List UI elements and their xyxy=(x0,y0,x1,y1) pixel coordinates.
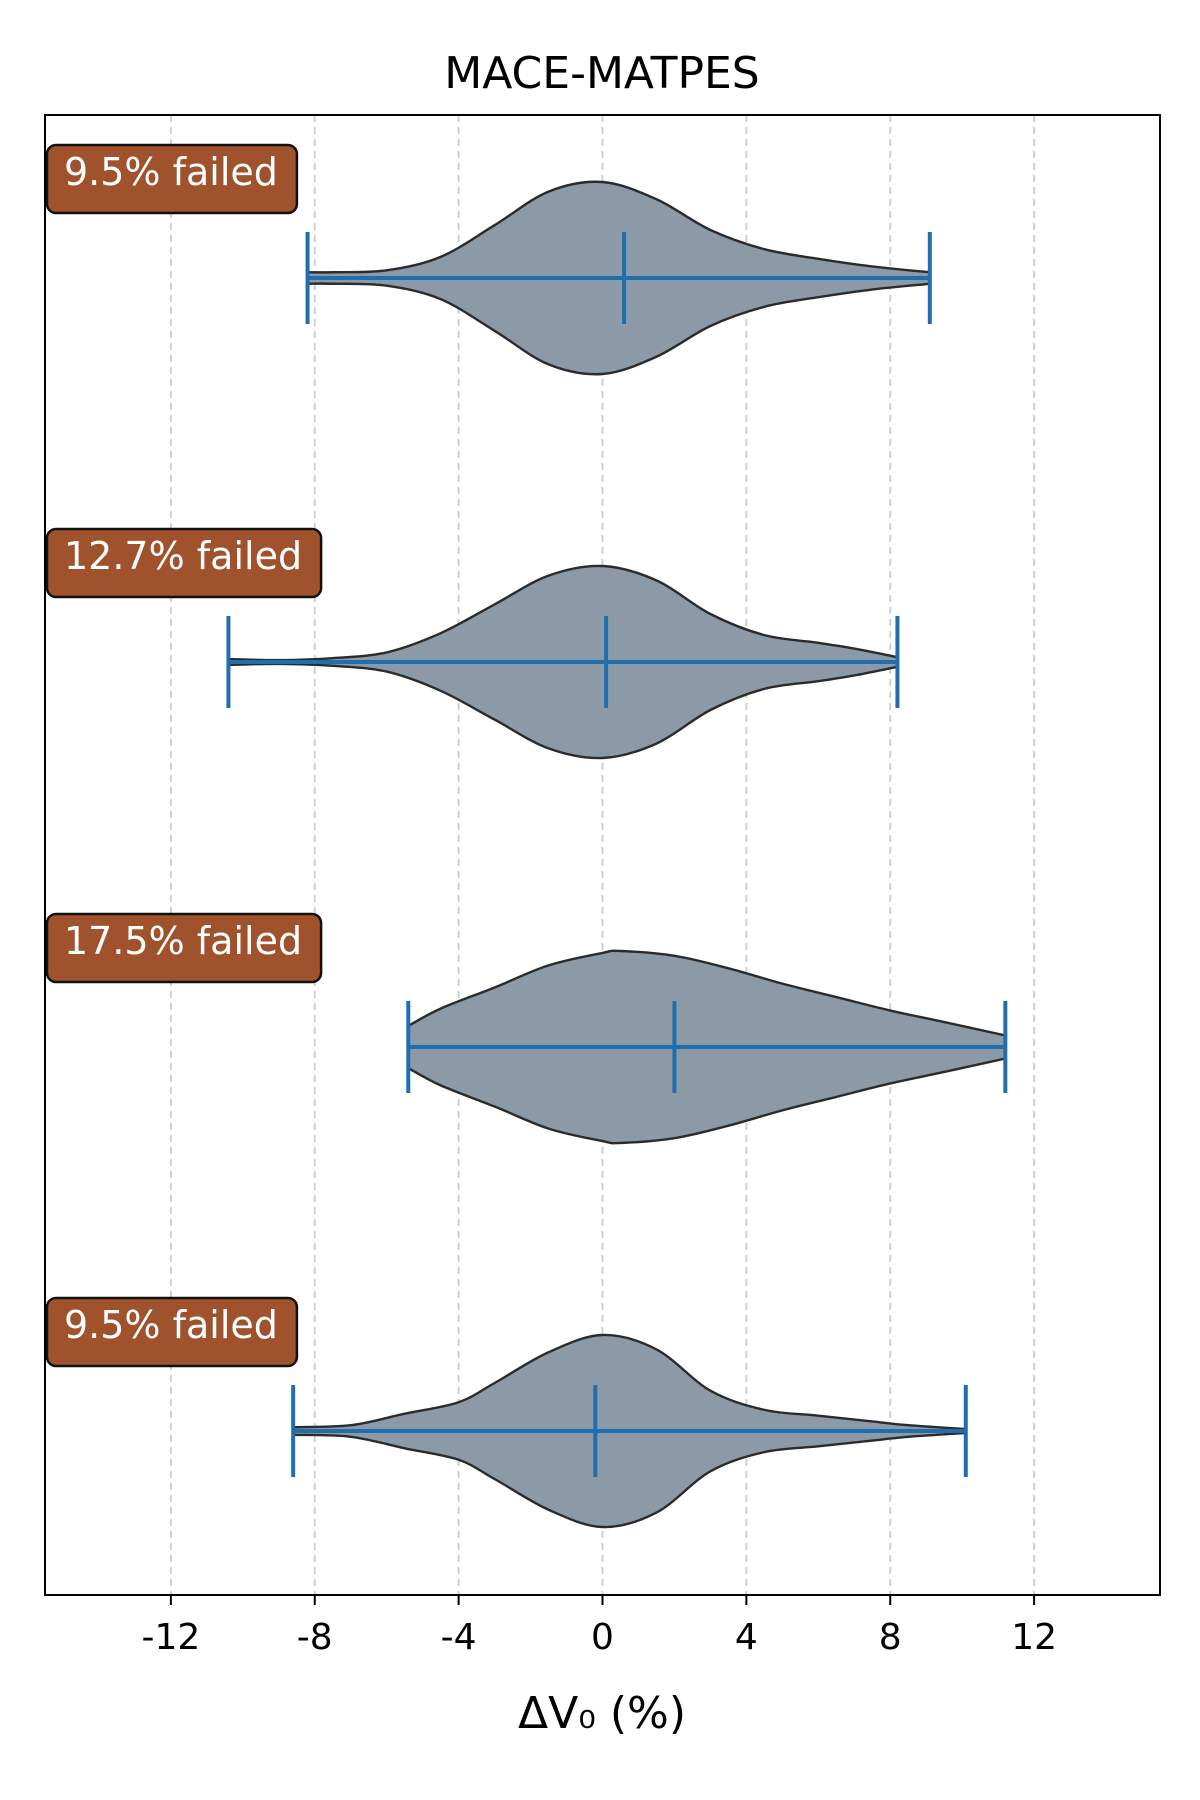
x-tick-label: -12 xyxy=(141,1617,200,1658)
failed-badge: 17.5% failed xyxy=(45,912,323,984)
x-axis-label: ΔV₀ (%) xyxy=(518,1688,686,1739)
violin-layer xyxy=(226,180,1008,1529)
failed-badge-box xyxy=(45,143,299,215)
x-tick-label: 4 xyxy=(735,1617,758,1658)
failed-badge-text: 17.5% failed xyxy=(64,919,302,963)
failed-badge-text: 9.5% failed xyxy=(64,1303,278,1347)
failed-badge: 9.5% failed xyxy=(45,143,299,215)
violin-group xyxy=(226,564,900,760)
failed-badge-box xyxy=(45,527,323,599)
failed-badge-box xyxy=(45,1296,299,1368)
violin-group xyxy=(305,180,932,376)
badge-layer: 9.5% failed 12.7% failed 17.5% failed 9.5% … xyxy=(45,143,323,1368)
x-tick-label: -4 xyxy=(441,1617,477,1658)
x-tick-label: 0 xyxy=(591,1617,614,1658)
x-tick-label: 12 xyxy=(1011,1617,1057,1658)
violin-group xyxy=(406,949,1008,1145)
x-tick-label: 8 xyxy=(879,1617,902,1658)
x-axis: -12 -8 -4 0 4 8 12 xyxy=(141,1595,1057,1658)
failed-badge: 9.5% failed xyxy=(45,1296,299,1368)
x-tick-label: -8 xyxy=(297,1617,333,1658)
failed-badge-text: 12.7% failed xyxy=(64,534,302,578)
failed-badge: 12.7% failed xyxy=(45,527,323,599)
violin-group xyxy=(291,1333,968,1529)
failed-badge-box xyxy=(45,912,323,984)
failed-badge-text: 9.5% failed xyxy=(64,150,278,194)
chart-title: MACE-MATPES xyxy=(444,48,759,99)
